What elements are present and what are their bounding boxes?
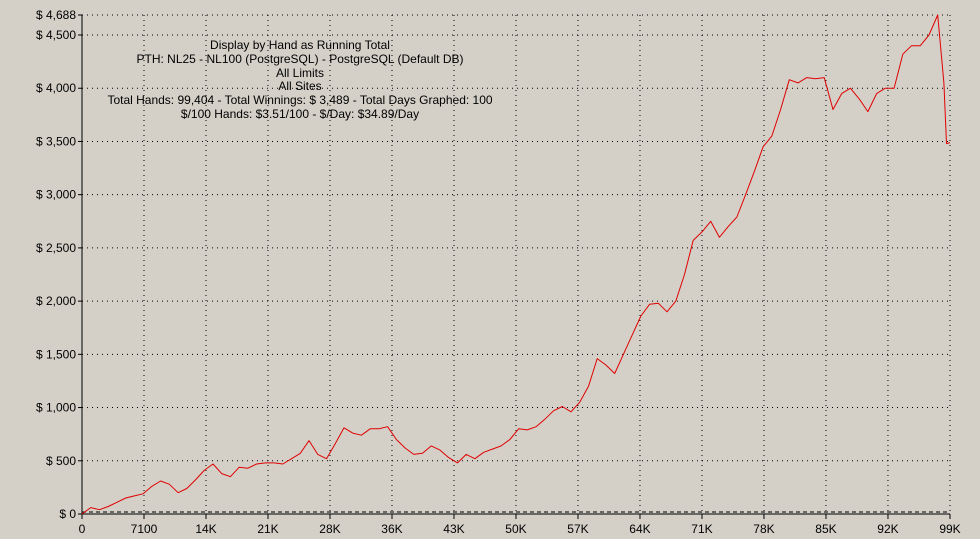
x-tick-label: 64K (629, 522, 650, 536)
axes (78, 14, 951, 519)
y-tick-label: $ 4,500 (36, 28, 76, 42)
y-tick-label: $ 2,500 (36, 241, 76, 255)
x-tick-label: 21K (257, 522, 278, 536)
x-tick-label: 28K (319, 522, 340, 536)
y-tick-label: $ 4,000 (36, 81, 76, 95)
x-tick-label: 85K (815, 522, 836, 536)
y-tick-label: $ 4,688 (36, 8, 76, 22)
info-line-database: PTH: NL25 - NL100 (PostgreSQL) - Postgre… (136, 52, 463, 66)
x-tick-label: 36K (381, 522, 402, 536)
x-tick-label: 7100 (131, 522, 158, 536)
x-tick-label: 57K (567, 522, 588, 536)
y-tick-label: $ 2,000 (36, 294, 76, 308)
x-tick-label: 99K (939, 522, 960, 536)
x-tick-label: 43K (443, 522, 464, 536)
y-tick-label: $ 1,500 (36, 347, 76, 361)
winnings-series-line (81, 14, 951, 515)
x-tick-label: 50K (505, 522, 526, 536)
y-tick-label: $ 0 (59, 507, 76, 521)
info-line-sites: All Sites (278, 79, 321, 93)
y-tick-label: $ 3,500 (36, 134, 76, 148)
tick-labels: $ 0 $ 500 $ 1,000 $ 1,500 $ 2,000 $ 2,500 $ 3,… (36, 8, 961, 536)
info-line-mode: Display by Hand as Running Total (210, 38, 390, 52)
x-tick-label: 0 (79, 522, 86, 536)
x-tick-label: 71K (691, 522, 712, 536)
series-layer (81, 14, 951, 515)
y-tick-label: $ 3,000 (36, 188, 76, 202)
x-tick-label: 92K (877, 522, 898, 536)
y-tick-label: $ 500 (46, 454, 76, 468)
y-tick-label: $ 1,000 (36, 401, 76, 415)
x-tick-label: 78K (753, 522, 774, 536)
info-line-rates: $/100 Hands: $3.51/100 - $/Day: $34.89/D… (181, 107, 419, 121)
info-line-limits: All Limits (276, 66, 324, 80)
info-line-totals: Total Hands: 99,404 - Total Winnings: $ … (107, 93, 492, 107)
x-tick-label: 14K (195, 522, 216, 536)
info-block: Display by Hand as Running Total PTH: NL… (107, 38, 492, 121)
grid-lines (82, 14, 951, 514)
